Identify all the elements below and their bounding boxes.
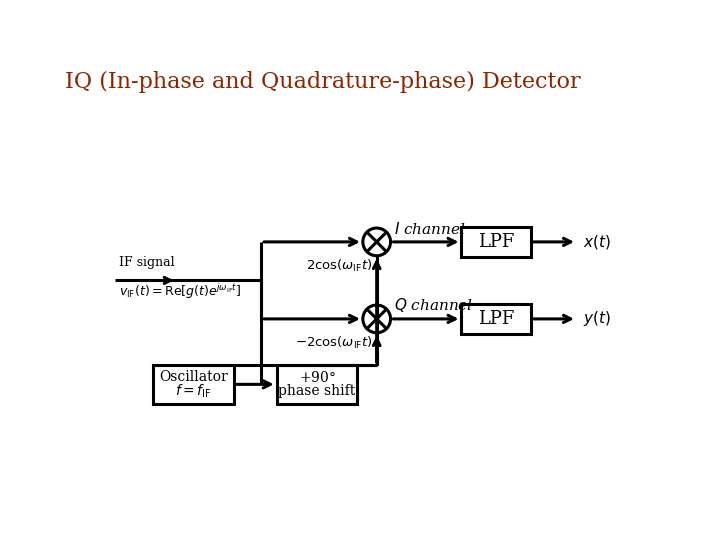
Circle shape xyxy=(363,228,390,256)
Text: phase shift: phase shift xyxy=(279,384,356,399)
Text: $2\cos(\omega_{\rm IF}t)$: $2\cos(\omega_{\rm IF}t)$ xyxy=(306,258,373,274)
Circle shape xyxy=(363,305,390,333)
Text: IQ (In-phase and Quadrature-phase) Detector: IQ (In-phase and Quadrature-phase) Detec… xyxy=(65,71,580,93)
Text: $y(t)$: $y(t)$ xyxy=(583,309,611,328)
Bar xyxy=(276,365,357,403)
Text: LPF: LPF xyxy=(478,310,514,328)
Text: IF signal: IF signal xyxy=(119,256,174,269)
Bar xyxy=(462,303,531,334)
Text: +90$\degree$: +90$\degree$ xyxy=(299,370,336,385)
Text: $f = f_{\rm IF}$: $f = f_{\rm IF}$ xyxy=(176,382,212,400)
Text: $-2\cos(\omega_{\rm IF}t)$: $-2\cos(\omega_{\rm IF}t)$ xyxy=(295,335,373,351)
Text: $I$ channel: $I$ channel xyxy=(395,221,466,237)
Bar xyxy=(462,226,531,257)
Bar xyxy=(153,365,234,403)
Text: Oscillator: Oscillator xyxy=(159,370,228,384)
Text: LPF: LPF xyxy=(478,233,514,251)
Text: $v_{\rm IF}(t) = {\rm Re}[g(t)e^{j\omega_{\rm IF}t}]$: $v_{\rm IF}(t) = {\rm Re}[g(t)e^{j\omega… xyxy=(119,282,241,301)
Text: $x(t)$: $x(t)$ xyxy=(583,233,611,251)
Text: $Q$ channel: $Q$ channel xyxy=(395,296,474,314)
